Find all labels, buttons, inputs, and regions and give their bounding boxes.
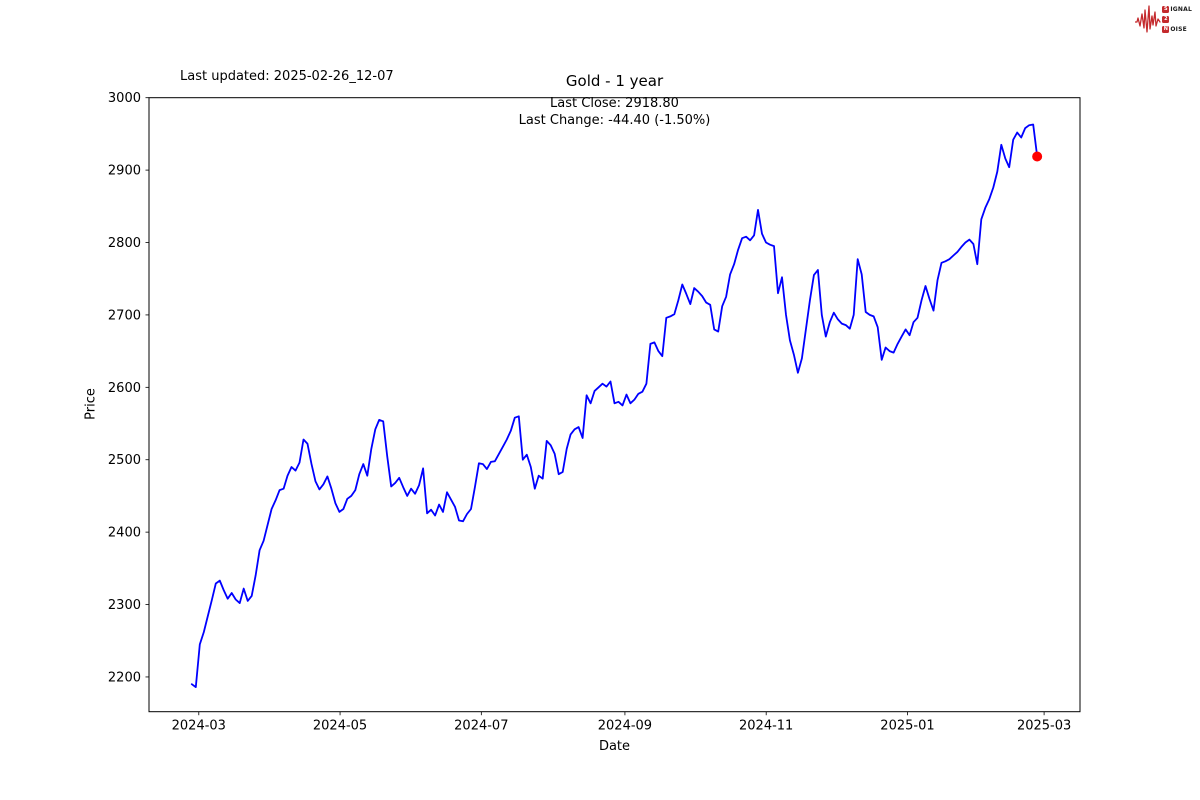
y-tick-label: 2700 <box>108 308 141 323</box>
y-tick-label: 2600 <box>108 381 141 396</box>
logo-row-signal: S IGNAL <box>1162 5 1192 14</box>
y-tick-label: 2500 <box>108 453 141 468</box>
x-tick-label: 2024-07 <box>454 719 508 734</box>
x-tick-label: 2024-09 <box>598 719 652 734</box>
x-axis-label: Date <box>598 739 631 754</box>
logo-text: S IGNAL 2 N OISE <box>1162 5 1192 34</box>
logo-row-noise: N OISE <box>1162 25 1192 34</box>
logo-text-oise: OISE <box>1170 25 1187 33</box>
chart-title: Gold - 1 year <box>565 72 664 90</box>
x-tick-label: 2024-03 <box>172 719 226 734</box>
waveform-icon <box>1135 5 1161 33</box>
y-tick-label: 2900 <box>108 164 141 179</box>
y-tick-label: 2200 <box>108 670 141 685</box>
signal2noise-logo: S IGNAL 2 N OISE <box>1135 4 1192 34</box>
x-tick-label: 2025-03 <box>1017 719 1071 734</box>
logo-text-ignal: IGNAL <box>1170 5 1192 13</box>
gold-price-line <box>190 123 1039 688</box>
last-close-marker <box>1032 151 1043 162</box>
x-tick-label: 2025-01 <box>880 719 934 734</box>
logo-badge-2: 2 <box>1162 15 1170 23</box>
plot-border <box>148 97 1081 713</box>
y-tick-label: 2400 <box>108 526 141 541</box>
last-close-annotation: Last Close: 2918.80 <box>550 96 679 111</box>
y-tick-label: 2800 <box>108 236 141 251</box>
y-tick-label: 2300 <box>108 598 141 613</box>
logo-row-2: 2 <box>1162 15 1192 24</box>
y-tick-label: 3000 <box>108 91 141 106</box>
last-updated-label: Last updated: 2025-02-26_12-07 <box>180 69 394 84</box>
last-change-annotation: Last Change: -44.40 (-1.50%) <box>518 113 711 128</box>
logo-badge-s: S <box>1162 5 1170 13</box>
x-tick-label: 2024-05 <box>313 719 367 734</box>
x-tick-label: 2024-11 <box>739 719 793 734</box>
logo-badge-n: N <box>1162 25 1170 33</box>
